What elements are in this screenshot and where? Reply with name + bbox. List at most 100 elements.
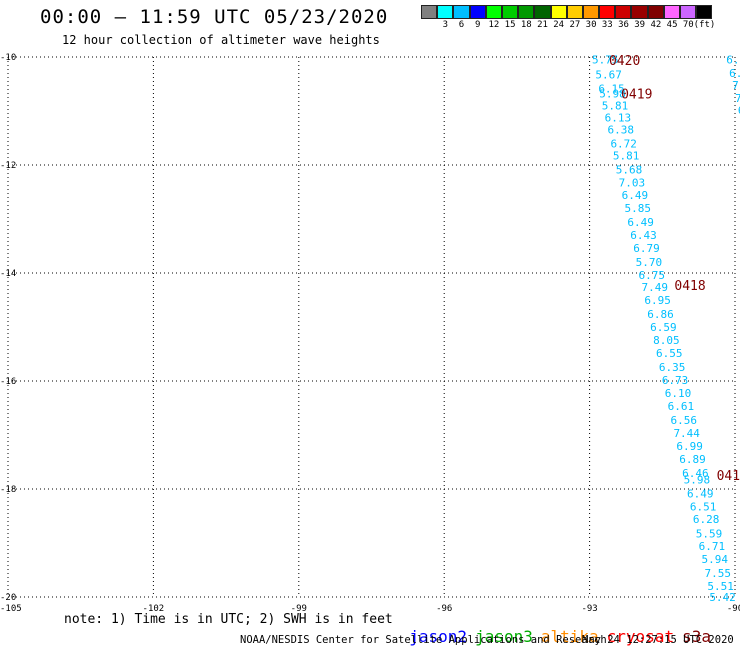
swh-value: 7.07 [732, 79, 740, 92]
lon-tick-label: -102 [143, 604, 165, 614]
scale-swatch [663, 5, 680, 19]
swh-value: 6.79 [633, 242, 660, 255]
swh-value: 7.44 [673, 427, 700, 440]
scale-label: 12 [488, 20, 500, 30]
legend-s3a: s3a [682, 627, 711, 646]
generated-timestamp: May 24 12:27:15 UTC 2020 [582, 634, 734, 646]
swh-value: 6.49 [687, 487, 714, 500]
units-note: note: 1) Time is in UTC; 2) SWH is in fe… [64, 612, 393, 627]
pass-time-label: 0419 [621, 88, 652, 103]
swh-value: 6.89 [679, 453, 706, 466]
satellite-legend: jason2 jason3 altika cryosat s3a [390, 608, 719, 646]
lon-tick-label: -93 [581, 604, 597, 614]
swh-value: 6.80 [738, 104, 740, 117]
scale-label: 15 [504, 20, 516, 30]
scale-label: 42 [650, 20, 662, 30]
lon-tick-label: -96 [436, 604, 452, 614]
scale-swatch [696, 5, 713, 19]
lat-tick-label: -18 [0, 485, 16, 495]
swh-value: 6.38 [608, 123, 635, 136]
scale-swatch [421, 5, 438, 19]
credit-line: NOAA/NESDIS Center for Satellite Applica… [240, 634, 607, 646]
swh-value: 6.15 [598, 82, 625, 95]
legend-jason2: jason2 [409, 627, 468, 646]
scale-swatch [615, 5, 632, 19]
scale-swatch [437, 5, 454, 19]
swh-value: 6.56 [671, 414, 698, 427]
color-scale-swatches [421, 5, 713, 19]
swh-value: 6.86 [647, 308, 674, 321]
pass-time-label: 0417 [717, 469, 740, 484]
scale-swatch [631, 5, 648, 19]
pass-time-label: 0420 [609, 54, 640, 69]
scale-label: 18 [520, 20, 532, 30]
legend-jason3: jason3 [475, 627, 533, 646]
scale-label: 6 [458, 20, 465, 30]
scale-swatch [501, 5, 519, 19]
scale-label: 21 [537, 20, 548, 30]
swh-value: 5.67 [595, 68, 622, 81]
swh-value: 6.59 [650, 321, 677, 334]
scale-label: 33 [601, 20, 613, 30]
swh-value: 6.10 [665, 387, 692, 400]
axis-tick-labels: -10 -12 -14 -16 -18 -20-105 -102 -99 -96 -93 -90 [0, 53, 740, 614]
swh-value: 8.05 [653, 334, 680, 347]
wave-height-labels: 5.755.676.155.985.816.136.386.725.815.68… [592, 54, 740, 604]
scale-swatch [582, 5, 600, 19]
swh-value: 5.68 [616, 163, 643, 176]
pass-time-labels: 0420 0419 0418 0417 [609, 54, 740, 484]
swh-value: 6.46 [682, 467, 709, 480]
swh-value: 5.81 [613, 149, 640, 162]
map-title: 00:00 — 11:59 UTC 05/23/2020 [40, 6, 389, 28]
scale-swatch [566, 5, 583, 19]
scale-label: (ft) [693, 20, 716, 30]
lat-tick-label: -14 [0, 269, 16, 279]
swh-value: 6.51 [690, 500, 717, 513]
legend-cryosat: cryosat [606, 627, 675, 646]
swh-value: 6.49 [627, 216, 654, 229]
lat-tick-label: -10 [0, 53, 16, 63]
scale-label: 27 [569, 20, 581, 30]
legend-altika: altika [540, 627, 599, 646]
swh-value: 5.42 [709, 591, 736, 604]
swh-value: 5.98 [599, 88, 626, 101]
scale-swatch [485, 5, 502, 19]
swh-value: 6.20 [726, 54, 740, 67]
scale-swatch [534, 5, 551, 19]
swh-value: 5.98 [684, 473, 711, 486]
scale-swatch [647, 5, 664, 19]
swh-value: 6.10 [729, 67, 740, 80]
swh-value: 6.55 [656, 347, 683, 360]
lon-tick-label: -99 [291, 604, 307, 614]
map-subtitle: 12 hour collection of altimeter wave hei… [62, 33, 380, 47]
swh-value: 6.61 [668, 400, 695, 413]
swh-value: 5.70 [636, 256, 663, 269]
scale-swatch [550, 5, 567, 19]
swh-value: 6.99 [676, 440, 703, 453]
scale-label: 3 [442, 20, 449, 30]
scale-label: 70 [682, 20, 694, 30]
pass-time-label: 0418 [674, 279, 705, 294]
scale-swatch [518, 5, 535, 19]
swh-value: 6.75 [639, 269, 666, 282]
swh-value: 6.72 [610, 137, 637, 150]
swh-value: 7.03 [619, 176, 646, 189]
scale-swatch [680, 5, 697, 19]
swh-value: 5.85 [624, 202, 651, 215]
lon-tick-label: -90 [727, 604, 740, 614]
swh-value: 6.35 [659, 361, 686, 374]
scale-swatch [469, 5, 486, 19]
scale-label: 9 [474, 20, 481, 30]
scale-label: 24 [553, 20, 565, 30]
swh-value: 6.95 [644, 294, 671, 307]
swh-value: 7.49 [641, 281, 668, 294]
swh-value: 6.73 [662, 374, 689, 387]
swh-value: 5.59 [696, 527, 723, 540]
color-scale-labels: 3 6 9 12 15 18 21 24 27 30 33 36 39 42 45 70 (ft) [421, 19, 716, 31]
swh-value: 6.71 [699, 540, 726, 553]
swh-value: 5.51 [707, 580, 734, 593]
swh-value: 6.43 [630, 229, 657, 242]
lat-tick-label: -12 [0, 161, 16, 171]
lon-tick-label: -105 [0, 604, 22, 614]
lat-tick-label: -20 [0, 593, 16, 603]
